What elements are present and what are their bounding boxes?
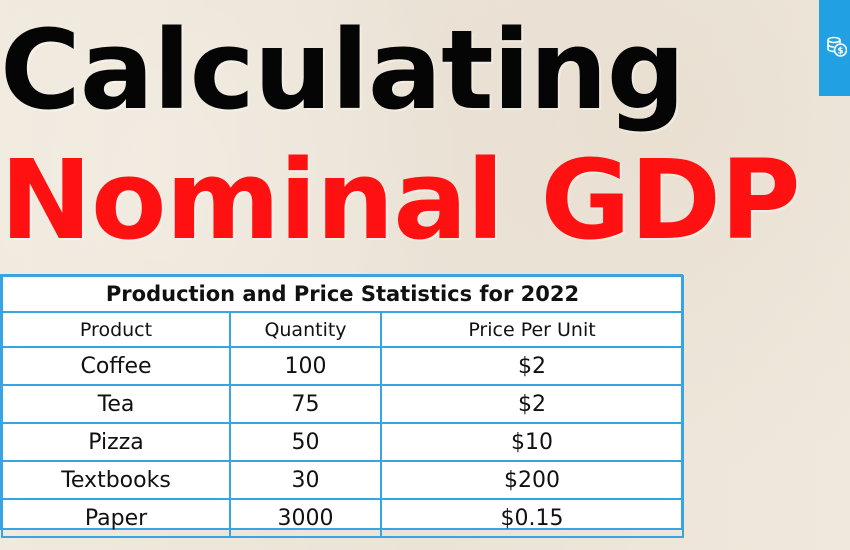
table-row-pizza: Pizza 50 $10 [1,422,685,462]
cell-product: Paper [1,498,231,538]
cell-product: Coffee [1,346,231,386]
table-caption: Production and Price Statistics for 2022 [0,275,685,313]
svg-text:$: $ [837,47,843,57]
table-header-row: Product Quantity Price Per Unit [1,311,685,348]
cell-price: $2 [379,346,685,386]
cell-quantity: 50 [229,422,382,462]
cell-price: $2 [379,384,685,424]
title-nominal-gdp: Nominal GDP [0,136,801,264]
coins-icon: $ [827,36,847,57]
corner-badge: $ [819,0,850,96]
cell-price: $10 [379,422,685,462]
cell-product: Textbooks [1,460,231,500]
cell-quantity: 75 [229,384,382,424]
title-calculating: Calculating [0,6,685,134]
header-product: Product [1,311,231,348]
production-price-table: Production and Price Statistics for 2022… [0,274,685,538]
table-row-coffee: Coffee 100 $2 [1,346,685,386]
cell-quantity: 3000 [229,498,382,538]
header-price-per-unit: Price Per Unit [379,311,685,348]
cell-quantity: 30 [229,460,382,500]
table-row-textbooks: Textbooks 30 $200 [1,460,685,500]
cell-price: $0.15 [379,498,685,538]
header-quantity: Quantity [229,311,382,348]
cell-price: $200 [379,460,685,500]
table-row-tea: Tea 75 $2 [1,384,685,424]
cell-product: Tea [1,384,231,424]
cell-product: Pizza [1,422,231,462]
table-row-paper: Paper 3000 $0.15 [1,498,685,538]
cell-quantity: 100 [229,346,382,386]
